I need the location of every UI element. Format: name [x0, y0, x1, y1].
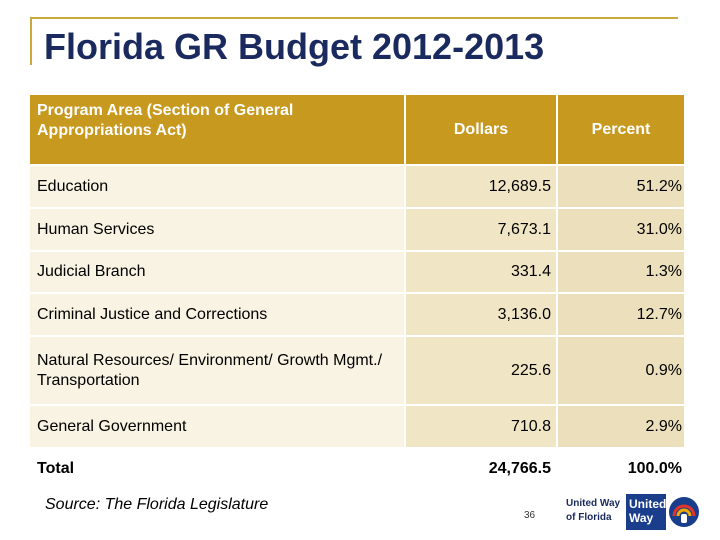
source-note: Source: The Florida Legislature: [45, 496, 269, 513]
row-percent: 2.9%: [558, 406, 684, 447]
table-row: Education 12,689.5 51.2%: [30, 164, 684, 207]
table-row: Judicial Branch 331.4 1.3%: [30, 250, 684, 292]
budget-table: Program Area (Section of General Appropr…: [30, 95, 684, 489]
row-percent: 1.3%: [558, 252, 684, 292]
frame-top-rule: [30, 17, 678, 19]
logo-wordmark: United Way of Florida: [566, 497, 622, 525]
logo-mark-line2: Way: [629, 511, 654, 525]
header-percent: Percent: [558, 95, 684, 164]
row-area: Education: [30, 166, 404, 207]
total-dollars: 24,766.5: [406, 449, 556, 489]
table-header-row: Program Area (Section of General Appropr…: [30, 95, 684, 164]
row-dollars: 710.8: [406, 406, 556, 447]
row-dollars: 12,689.5: [406, 166, 556, 207]
row-area: Natural Resources/ Environment/ Growth M…: [30, 337, 404, 404]
logo-mark-line1: United: [629, 497, 667, 511]
row-dollars: 3,136.0: [406, 294, 556, 335]
united-way-logo: United Way of Florida United Way: [566, 494, 706, 530]
hand-rainbow-icon: [669, 497, 699, 527]
row-dollars: 331.4: [406, 252, 556, 292]
total-label: Total: [30, 449, 404, 489]
row-percent: 51.2%: [558, 166, 684, 207]
row-area: Human Services: [30, 209, 404, 250]
logo-text-line1: United Way: [566, 498, 621, 509]
row-area: Judicial Branch: [30, 252, 404, 292]
row-area: Criminal Justice and Corrections: [30, 294, 404, 335]
row-dollars: 225.6: [406, 337, 556, 404]
row-percent: 31.0%: [558, 209, 684, 250]
table-row: Human Services 7,673.1 31.0%: [30, 207, 684, 250]
table-row: Natural Resources/ Environment/ Growth M…: [30, 335, 684, 404]
header-dollars: Dollars: [406, 95, 556, 164]
row-percent: 0.9%: [558, 337, 684, 404]
logo-text-line2: of Florida: [566, 512, 612, 523]
slide-title: Florida GR Budget 2012-2013: [44, 26, 545, 67]
total-percent: 100.0%: [558, 449, 684, 489]
page-number: 36: [524, 510, 536, 521]
table-row: Criminal Justice and Corrections 3,136.0…: [30, 292, 684, 335]
row-area: General Government: [30, 406, 404, 447]
frame-left-rule: [30, 17, 32, 65]
row-dollars: 7,673.1: [406, 209, 556, 250]
row-percent: 12.7%: [558, 294, 684, 335]
table-total-row: Total 24,766.5 100.0%: [30, 447, 684, 489]
table-row: General Government 710.8 2.9%: [30, 404, 684, 447]
header-program-area: Program Area (Section of General Appropr…: [30, 95, 404, 164]
logo-mark: United Way: [626, 494, 666, 530]
